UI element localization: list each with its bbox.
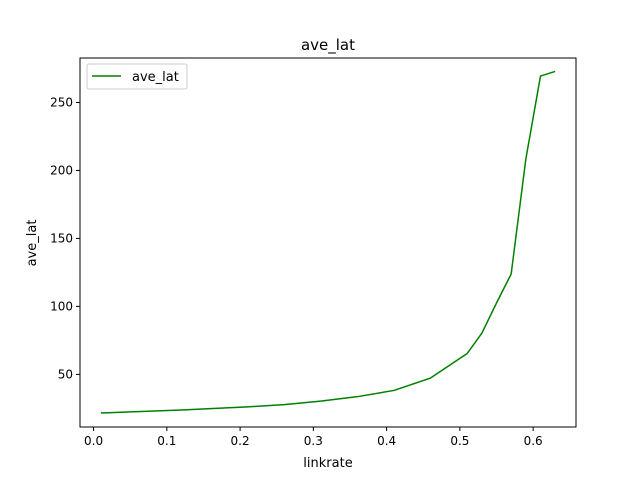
x-tick-label-1: 0.1: [157, 434, 176, 448]
x-tick-label-0: 0.0: [84, 434, 103, 448]
y-tick-label-0: 50: [58, 367, 73, 381]
x-tick-label-6: 0.6: [524, 434, 543, 448]
chart-title: ave_lat: [301, 36, 355, 55]
y-tick-label-4: 250: [50, 95, 73, 109]
x-tick-label-5: 0.5: [450, 434, 469, 448]
x-tick-label-4: 0.4: [377, 434, 396, 448]
y-tick-label-3: 200: [50, 163, 73, 177]
y-axis-label: ave_lat: [25, 220, 40, 267]
legend-label-ave-lat: ave_lat: [132, 70, 179, 85]
axes-frame: [79, 57, 577, 428]
x-tick-label-3: 0.3: [304, 434, 323, 448]
legend-box: [86, 63, 188, 90]
plot-area: 0.0 0.1 0.2 0.3 0.4 0.5 0.6 50 100 150 200 250: [50, 57, 577, 448]
y-tick-label-1: 100: [50, 299, 73, 313]
x-axis-label: linkrate: [303, 456, 352, 471]
x-tick-label-2: 0.2: [231, 434, 250, 448]
legend: ave_lat: [86, 63, 188, 90]
series-line-0: [100, 70, 556, 414]
y-tick-label-2: 150: [50, 231, 73, 245]
